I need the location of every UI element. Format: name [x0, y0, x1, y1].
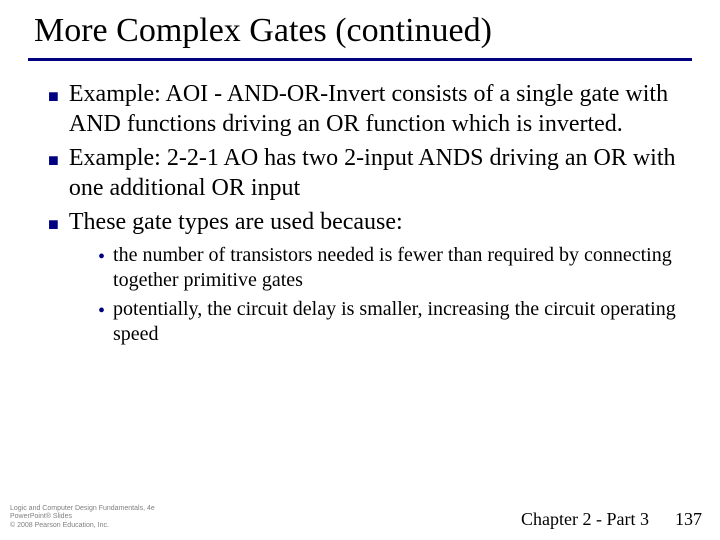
slide-title: More Complex Gates (continued) [28, 12, 692, 50]
bullet-item: ■ These gate types are used because: [48, 207, 684, 237]
footer-right: Chapter 2 - Part 3 137 [521, 509, 702, 530]
sub-bullet-list: • the number of transistors needed is fe… [48, 243, 684, 347]
square-bullet-icon: ■ [48, 85, 59, 108]
dot-bullet-icon: • [98, 245, 105, 270]
sub-bullet-text: potentially, the circuit delay is smalle… [113, 297, 684, 347]
content-area: ■ Example: AOI - AND-OR-Invert consists … [28, 79, 692, 347]
bullet-item: ■ Example: AOI - AND-OR-Invert consists … [48, 79, 684, 139]
title-rule [28, 58, 692, 61]
page-number: 137 [675, 509, 702, 530]
bullet-item: ■ Example: 2-2-1 AO has two 2-input ANDS… [48, 143, 684, 203]
square-bullet-icon: ■ [48, 213, 59, 236]
sub-bullet-item: • potentially, the circuit delay is smal… [98, 297, 684, 347]
bullet-text: These gate types are used because: [69, 207, 684, 237]
slide-container: More Complex Gates (continued) ■ Example… [0, 0, 720, 540]
dot-bullet-icon: • [98, 299, 105, 324]
chapter-label: Chapter 2 - Part 3 [521, 509, 649, 530]
sub-bullet-item: • the number of transistors needed is fe… [98, 243, 684, 293]
sub-bullet-text: the number of transistors needed is fewe… [113, 243, 684, 293]
bullet-text: Example: AOI - AND-OR-Invert consists of… [69, 79, 684, 139]
bullet-text: Example: 2-2-1 AO has two 2-input ANDS d… [69, 143, 684, 203]
footer-line: © 2008 Pearson Education, Inc. [10, 522, 155, 530]
footer-line: PowerPoint® Slides [10, 513, 155, 521]
footer-line: Logic and Computer Design Fundamentals, … [10, 505, 155, 513]
footer-credits: Logic and Computer Design Fundamentals, … [10, 505, 155, 530]
footer: Logic and Computer Design Fundamentals, … [10, 505, 702, 530]
square-bullet-icon: ■ [48, 149, 59, 172]
